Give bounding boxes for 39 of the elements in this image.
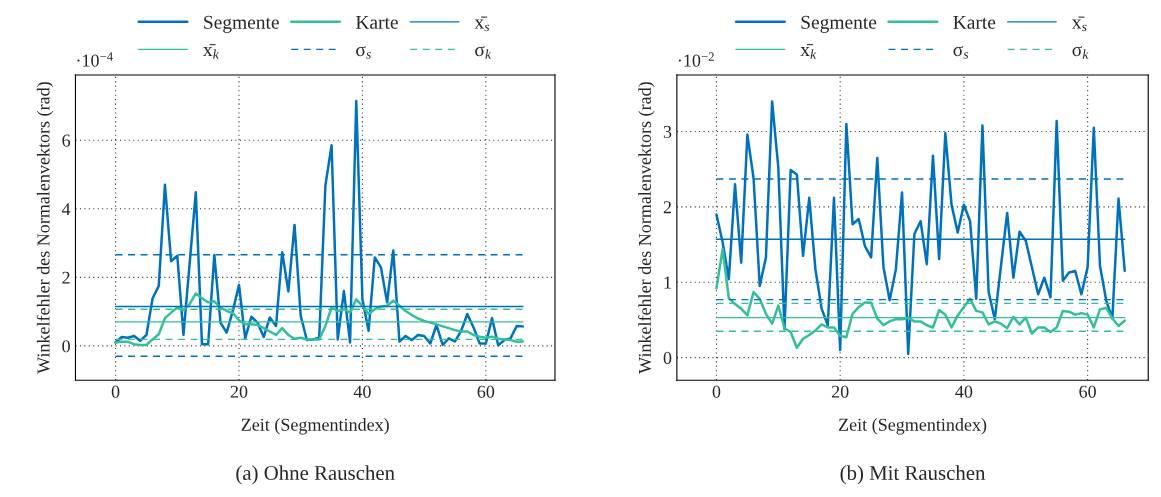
y-tick-label: 3: [663, 125, 672, 138]
legend-label: x̄$_{k}$: [203, 44, 219, 59]
line-series: [114, 99, 525, 347]
legend-label: x̄$_{k}$: [800, 44, 817, 59]
x-tick-label: 0: [712, 385, 721, 398]
x-tick-label: 40: [353, 385, 371, 398]
legend-label: Segmente: [204, 15, 279, 33]
y-tick-label: 2: [62, 271, 70, 284]
y-axis-title: Winkelfehler des Normalenvektors (rad): [36, 82, 54, 374]
legend-label: x̄$_{s}$: [1071, 16, 1087, 32]
legend-label: Karte: [953, 15, 996, 29]
x-tick-label: 20: [831, 385, 849, 398]
y-axis-title: Winkelfehler des Normalenvektors (rad): [638, 82, 655, 374]
legend-label: σ$_{k}$: [475, 46, 492, 59]
legend-label: Karte: [355, 15, 398, 29]
x-tick-label: 0: [111, 385, 120, 398]
text: ·10$^{−2}$: [678, 52, 714, 67]
x-tick-label: 20: [230, 385, 248, 398]
text: ·10$^{−4}$: [77, 52, 113, 67]
y-tick-label: 0: [62, 340, 70, 353]
x-axis-title: Zeit (Segmentindex): [838, 418, 987, 435]
x-tick-label: 60: [477, 385, 495, 398]
x-tick-label: 60: [1079, 385, 1096, 398]
y-tick-label: 0: [663, 351, 672, 365]
y-tick-label: 2: [663, 201, 672, 214]
legend-label: σ$_{k}$: [1072, 46, 1089, 59]
legend-label: σ$_{s}$: [356, 46, 371, 59]
line-series: [715, 100, 1126, 356]
x-axis-title: Zeit (Segmentindex): [241, 418, 389, 435]
text: (a) Ohne Rauschen: [236, 465, 395, 485]
x-tick-label: 40: [955, 385, 973, 398]
y-tick-label: 6: [62, 134, 71, 147]
line-series: [715, 247, 1126, 350]
legend-label: σ$_{s}$: [953, 46, 969, 59]
y-tick-label: 1: [664, 276, 671, 289]
legend-label: Segmente: [801, 15, 877, 33]
text: (b) Mit Rauschen: [840, 465, 986, 485]
legend-label: x̄$_{s}$: [474, 16, 490, 32]
y-tick-label: 4: [61, 203, 71, 216]
